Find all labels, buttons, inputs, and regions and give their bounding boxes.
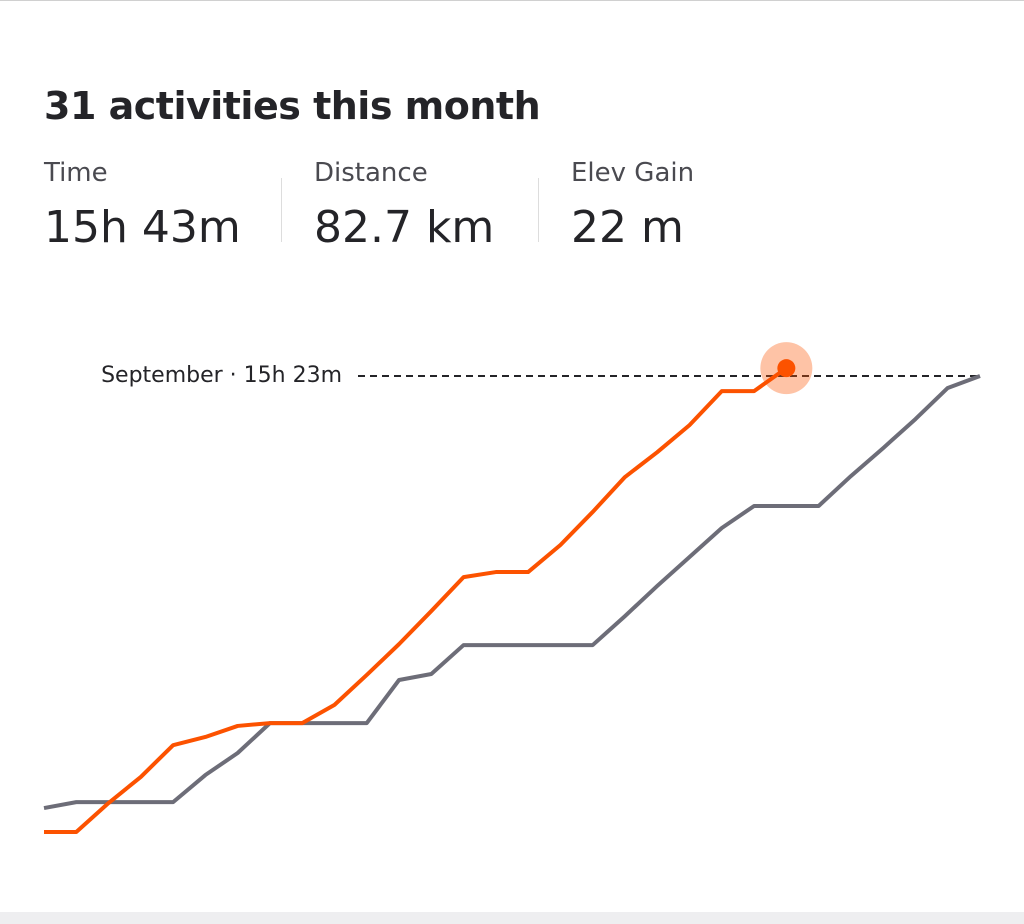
series-line bbox=[44, 366, 788, 834]
bottom-strip bbox=[0, 912, 1024, 924]
stat-value: 15h 43m bbox=[44, 202, 241, 253]
stat: Time 15h 43m bbox=[44, 158, 241, 253]
top-border bbox=[0, 0, 1024, 1]
divider bbox=[538, 178, 539, 242]
title: 31 activities this month bbox=[44, 84, 541, 128]
stat: Elev Gain 22 m bbox=[571, 158, 694, 253]
reference-label: September · 15h 23m bbox=[101, 363, 342, 388]
series-line bbox=[43, 374, 981, 811]
stat-label: Elev Gain bbox=[571, 158, 695, 188]
stat: Distance 82.7 km bbox=[314, 158, 494, 253]
stat-label: Time bbox=[44, 158, 108, 188]
stat-value: 22 m bbox=[571, 202, 684, 253]
stat-label: Distance bbox=[314, 158, 428, 188]
highlight-dot bbox=[777, 359, 796, 378]
stat-value: 82.7 km bbox=[314, 202, 495, 253]
divider bbox=[281, 178, 282, 242]
